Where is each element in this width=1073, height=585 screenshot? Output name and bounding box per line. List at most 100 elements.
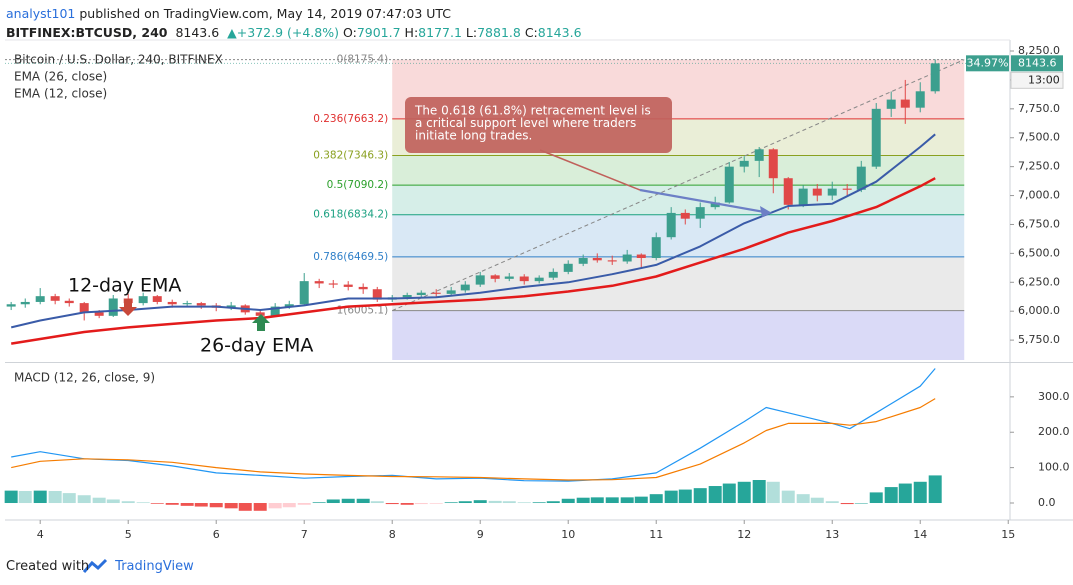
ohlc-value: 7881.8 — [477, 25, 521, 40]
candle-body — [812, 188, 822, 196]
y-tick-label: 7,750.0 — [1018, 102, 1060, 115]
y-tick-label: 7,250.0 — [1018, 160, 1060, 173]
histogram-bar — [766, 481, 780, 504]
published: published on TradingView.com, May 14, 20… — [79, 6, 452, 21]
histogram-bar — [561, 498, 575, 504]
ohlc-value: 8143.6 — [537, 25, 582, 40]
candle-body — [680, 212, 690, 219]
last-price-box — [1011, 55, 1063, 72]
candle-body — [167, 301, 177, 305]
candle-body — [416, 292, 426, 296]
histogram-bar — [825, 501, 839, 504]
time-label: 13:00 — [1028, 73, 1060, 86]
x-tick-label: 8 — [389, 528, 396, 541]
histogram-bar — [48, 490, 62, 504]
x-tick-label: 10 — [561, 528, 575, 541]
histogram-bar — [165, 503, 179, 505]
x-tick-label: 4 — [37, 528, 44, 541]
ohlc-value: 8177.1 — [418, 25, 462, 40]
note-box — [405, 97, 672, 153]
histogram-bar — [253, 503, 267, 511]
candle-body — [504, 276, 514, 279]
candle-body — [534, 277, 544, 282]
candle-body — [695, 207, 705, 219]
histogram-bar — [678, 489, 692, 504]
header-line-1: analyst101 published on TradingView.com,… — [6, 4, 582, 23]
brand: TradingView — [115, 559, 194, 574]
brand-logo — [82, 558, 108, 573]
arrow-icon: ▲ — [227, 25, 237, 40]
note-text: The 0.618 (61.8%) retracement level is — [414, 104, 651, 118]
histogram-bar — [796, 494, 810, 504]
candle-body — [622, 254, 632, 262]
candle-body — [64, 300, 74, 304]
x-tick-label: 15 — [1001, 528, 1015, 541]
note-text: a critical support level where traders — [415, 116, 636, 130]
histogram-bar — [928, 475, 942, 504]
candle-body — [563, 263, 573, 272]
fib-band — [392, 256, 965, 311]
candle-body — [270, 306, 280, 316]
candle-body — [592, 258, 602, 261]
fib-label: 0.786(6469.5) — [313, 251, 388, 263]
candle-body — [519, 276, 529, 282]
fib-band — [392, 310, 965, 360]
candle-body — [856, 166, 866, 190]
candle-body — [255, 312, 265, 316]
y-tick-label: 100.0 — [1038, 461, 1070, 474]
ema-line — [10, 133, 936, 329]
histogram-bar — [590, 497, 604, 504]
histogram-bar — [693, 488, 707, 504]
change: +372.9 (+4.8%) — [236, 25, 339, 40]
histogram-bar — [326, 499, 340, 504]
candle-body — [460, 284, 470, 291]
last: 8143.6 — [175, 25, 220, 40]
candle-body — [636, 254, 646, 259]
time-box — [1010, 71, 1064, 89]
histogram-bar — [370, 501, 384, 504]
histogram-bar — [400, 503, 414, 505]
candle-body — [548, 271, 558, 278]
ema26-annotation: 26-day EMA — [200, 335, 313, 357]
y-tick-label: 5,750.0 — [1018, 333, 1060, 346]
candle-body — [138, 296, 148, 304]
candle-body — [842, 188, 852, 190]
note-text: initiate long trades. — [415, 129, 532, 143]
candle-body — [886, 99, 896, 109]
y-tick-label: 7,000.0 — [1018, 189, 1060, 202]
histogram-bar — [473, 500, 487, 504]
candle-body — [490, 275, 500, 279]
ohlc-value: 7901.7 — [356, 25, 401, 40]
ohlc-label: C: — [524, 25, 538, 40]
histogram-bar — [722, 483, 736, 504]
histogram-bar — [62, 493, 76, 504]
y-tick-label: 8,250.0 — [1018, 44, 1060, 57]
histogram-bar — [77, 495, 91, 504]
histogram-bar — [620, 497, 634, 504]
y-tick-label: 7,500.0 — [1018, 131, 1060, 144]
ohlc-label: O: — [342, 25, 357, 40]
footer: Created with TradingView — [6, 559, 194, 574]
histogram-bar — [781, 490, 795, 504]
ohlc: O:7901.7 H:8177.1 L:7881.8 C:8143.6 — [343, 25, 582, 40]
histogram-bar — [238, 503, 252, 511]
histogram-bar — [854, 503, 868, 504]
change-label: 34.97% — [967, 56, 1009, 69]
histogram-bar — [282, 503, 296, 508]
histogram-bar — [708, 486, 722, 504]
histogram-bar — [444, 502, 458, 504]
histogram-bar — [121, 501, 135, 504]
candle-body — [798, 188, 808, 205]
candle-body — [475, 275, 485, 285]
candle-body — [328, 283, 338, 285]
fib-band — [392, 155, 965, 186]
histogram-bar — [180, 503, 194, 506]
candle-body — [94, 312, 104, 316]
histogram-bar — [649, 494, 663, 504]
histogram-bar — [737, 481, 751, 504]
histogram-bar — [341, 498, 355, 504]
legend-entry: EMA (12, close) — [14, 87, 107, 101]
histogram-bar — [532, 502, 546, 504]
y-tick-label: 6,000.0 — [1018, 304, 1060, 317]
histogram-bar — [150, 503, 164, 504]
